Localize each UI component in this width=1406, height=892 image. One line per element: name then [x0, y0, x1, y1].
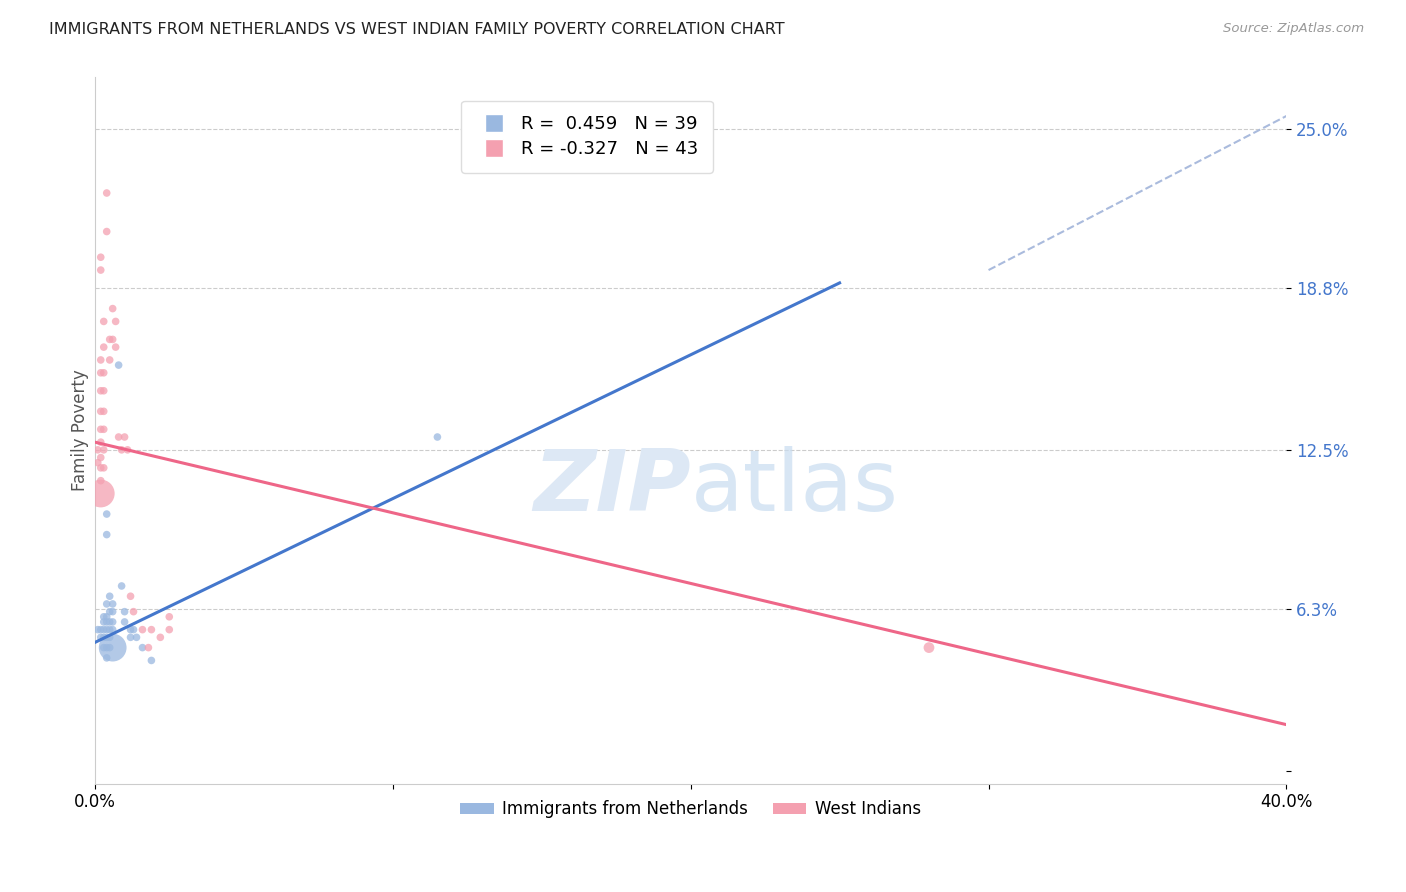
Text: ZIP: ZIP — [533, 446, 690, 529]
Point — [114, 430, 136, 444]
Point — [93, 404, 115, 418]
Point — [131, 623, 153, 637]
Point — [157, 609, 180, 624]
Point — [96, 527, 118, 541]
Point — [104, 314, 127, 328]
Point — [426, 430, 449, 444]
Point — [96, 507, 118, 521]
Legend: Immigrants from Netherlands, West Indians: Immigrants from Netherlands, West Indian… — [454, 794, 928, 825]
Text: atlas: atlas — [690, 446, 898, 529]
Point — [98, 623, 121, 637]
Point — [101, 615, 124, 629]
Point — [93, 340, 115, 354]
Point — [114, 615, 136, 629]
Point — [101, 605, 124, 619]
Point — [90, 366, 112, 380]
Point — [90, 450, 112, 465]
Point — [96, 609, 118, 624]
Point — [96, 597, 118, 611]
Point — [131, 640, 153, 655]
Text: IMMIGRANTS FROM NETHERLANDS VS WEST INDIAN FAMILY POVERTY CORRELATION CHART: IMMIGRANTS FROM NETHERLANDS VS WEST INDI… — [49, 22, 785, 37]
Point — [96, 615, 118, 629]
Point — [104, 340, 127, 354]
Point — [96, 225, 118, 239]
Point — [98, 605, 121, 619]
Point — [101, 597, 124, 611]
Point — [98, 333, 121, 347]
Point — [98, 589, 121, 603]
Point — [93, 422, 115, 436]
Point — [101, 623, 124, 637]
Point — [90, 435, 112, 450]
Point — [141, 623, 163, 637]
Point — [93, 384, 115, 398]
Point — [90, 474, 112, 488]
Point — [96, 631, 118, 645]
Point — [107, 430, 129, 444]
Point — [90, 623, 112, 637]
Point — [90, 486, 112, 500]
Point — [96, 651, 118, 665]
Point — [107, 358, 129, 372]
Point — [122, 605, 145, 619]
Point — [101, 640, 124, 655]
Point — [114, 605, 136, 619]
Point — [98, 631, 121, 645]
Y-axis label: Family Poverty: Family Poverty — [72, 369, 89, 491]
Point — [93, 366, 115, 380]
Point — [141, 653, 163, 667]
Point — [90, 404, 112, 418]
Point — [93, 615, 115, 629]
Point — [98, 640, 121, 655]
Point — [90, 422, 112, 436]
Point — [93, 623, 115, 637]
Point — [120, 589, 142, 603]
Point — [87, 623, 110, 637]
Point — [122, 623, 145, 637]
Point — [101, 333, 124, 347]
Point — [90, 263, 112, 277]
Point — [98, 353, 121, 368]
Point — [90, 353, 112, 368]
Point — [93, 460, 115, 475]
Point — [90, 460, 112, 475]
Point — [138, 640, 160, 655]
Point — [125, 631, 148, 645]
Point — [110, 579, 132, 593]
Point — [93, 640, 115, 655]
Point — [93, 631, 115, 645]
Text: Source: ZipAtlas.com: Source: ZipAtlas.com — [1223, 22, 1364, 36]
Point — [93, 609, 115, 624]
Point — [110, 442, 132, 457]
Point — [90, 250, 112, 264]
Point — [101, 301, 124, 316]
Point — [918, 640, 941, 655]
Point — [120, 623, 142, 637]
Point — [98, 615, 121, 629]
Point — [96, 640, 118, 655]
Point — [157, 623, 180, 637]
Point — [93, 314, 115, 328]
Point — [96, 186, 118, 200]
Point — [90, 384, 112, 398]
Point — [87, 456, 110, 470]
Point — [149, 631, 172, 645]
Point — [120, 631, 142, 645]
Point — [96, 623, 118, 637]
Point — [87, 442, 110, 457]
Point — [90, 631, 112, 645]
Point — [117, 442, 139, 457]
Point — [93, 442, 115, 457]
